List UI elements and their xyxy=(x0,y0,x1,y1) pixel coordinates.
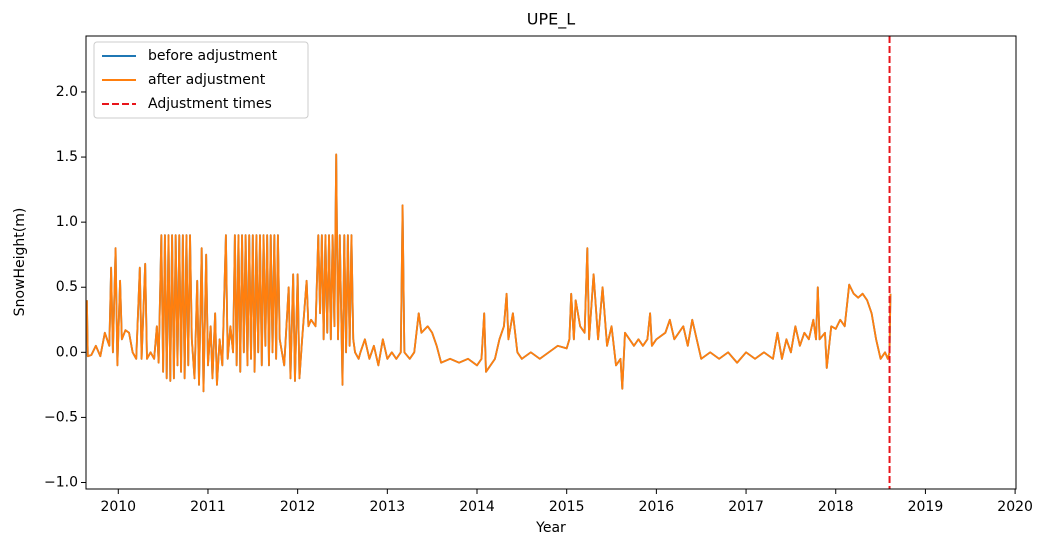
legend-label: after adjustment xyxy=(148,72,266,88)
x-tick-label: 2018 xyxy=(818,499,854,515)
y-tick-label: 0.0 xyxy=(56,344,78,360)
y-tick-label: 0.5 xyxy=(56,279,78,295)
x-tick-label: 2017 xyxy=(728,499,764,515)
y-tick-label: 2.0 xyxy=(56,84,78,100)
chart-title: UPE_L xyxy=(527,10,575,30)
y-axis-label: SnowHeight(m) xyxy=(12,208,28,317)
x-tick-label: 2020 xyxy=(997,499,1033,515)
legend-label: Adjustment times xyxy=(148,96,272,112)
y-tick-label: −1.0 xyxy=(44,474,78,490)
x-tick-label: 2011 xyxy=(190,499,226,515)
y-tick-label: 1.0 xyxy=(56,214,78,230)
y-tick-label: 1.5 xyxy=(56,149,78,165)
x-tick-label: 2019 xyxy=(908,499,944,515)
plot-frame xyxy=(85,35,1017,490)
y-tick-label: −0.5 xyxy=(44,409,78,425)
x-tick-label: 2016 xyxy=(639,499,675,515)
x-tick-label: 2015 xyxy=(549,499,585,515)
legend-label: before adjustment xyxy=(148,48,278,64)
x-tick-label: 2012 xyxy=(280,499,316,515)
legend-box xyxy=(93,41,309,119)
x-tick-label: 2010 xyxy=(100,499,136,515)
x-tick-label: 2014 xyxy=(459,499,495,515)
x-axis-label: Year xyxy=(535,520,566,536)
x-tick-label: 2013 xyxy=(370,499,406,515)
series-line xyxy=(86,153,892,393)
